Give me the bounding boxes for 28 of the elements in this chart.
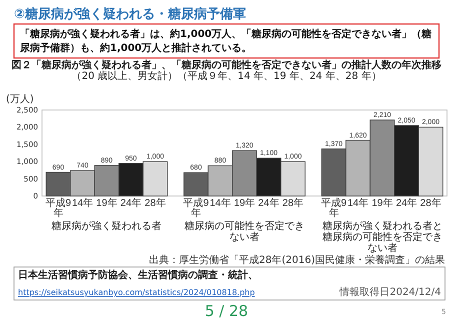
series-label: 14年 — [72, 197, 94, 209]
text: 24年 — [258, 198, 280, 209]
series-label: 平成9年 — [45, 197, 72, 219]
chart-subtitle: （20 歳以上、男女計）（平成９年、14 年、19 年、24 年、28 年） — [72, 70, 382, 82]
text: 平成9年 — [320, 198, 347, 219]
source-note: 出典：厚生労働省「平成28年(2016)国民健康・栄養調査」の結果 — [149, 254, 445, 266]
text: 5 / 28 — [204, 302, 248, 320]
series-label: 19年 — [96, 197, 118, 209]
x-tick-label: 糖尿病の可能性を否定できない者 — [184, 220, 304, 243]
text: 19年 — [372, 198, 393, 209]
text: ②糖尿病が強く疑われる・糖尿病予備軍 — [14, 6, 246, 22]
text: 14年 — [210, 198, 231, 209]
x-tick-label: 糖尿病が強く疑われる者 — [52, 220, 162, 232]
chart-title: 図２「糖尿病が強く疑われる者」、「糖尿病の可能性を否定できない者」の推計人数の年次推移 — [12, 59, 442, 71]
text: 「糖尿病が強く疑われる者」は、約1,000万人、「糖尿病の可能性を否定できない者」（糖尿病予備群）も、約1,000万人と推計されている。 — [19, 28, 432, 54]
series-label: 24年 — [120, 197, 142, 209]
text: 平成9年 — [183, 198, 209, 219]
x-tick-label: 糖尿病が強く疑われる者と糖尿病の可能性を否定できない者 — [322, 220, 442, 254]
text: 28年 — [420, 198, 442, 209]
text: 28年 — [282, 198, 304, 209]
text: 情報取得日2024/12/4 — [338, 286, 441, 298]
text: 24年 — [396, 198, 418, 209]
text: https://seikatsusyukanbyo.com/statistics/2024/010818.php — [18, 288, 255, 297]
text: 14年 — [347, 198, 369, 209]
series-label: 28年 — [144, 197, 166, 209]
y-axis-title: (万人) — [6, 94, 34, 105]
text: 19年 — [234, 198, 256, 209]
text: 日本生活習慣病予防協会、生活習慣病の調査・統計、 — [18, 269, 258, 281]
